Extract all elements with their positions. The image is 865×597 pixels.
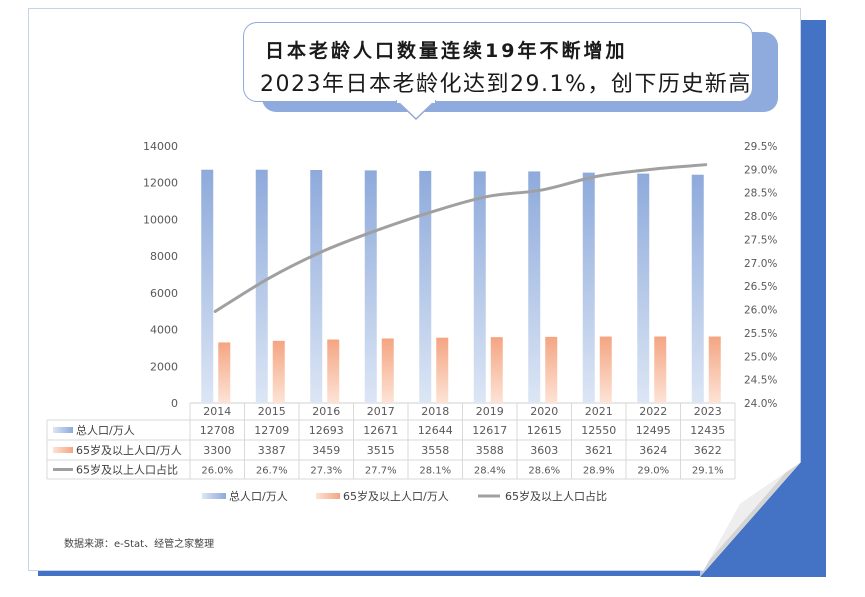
y-right-tick: 27.0% xyxy=(744,258,777,270)
table-series-name: 总人口/万人 xyxy=(76,423,135,437)
table-cell-value: 3624 xyxy=(639,444,667,457)
bar-total-population xyxy=(201,169,214,403)
bar-total-population xyxy=(364,170,377,403)
x-tick-label: 2021 xyxy=(585,405,613,418)
table-cell-value: 3603 xyxy=(530,444,558,457)
table-cell-value: 29.0% xyxy=(637,466,669,477)
bar-total-population xyxy=(419,170,432,403)
table-cell-value: 3300 xyxy=(203,444,231,457)
y-right-tick: 28.0% xyxy=(744,211,777,223)
table-cell-value: 29.1% xyxy=(692,466,724,477)
bar-elderly-population xyxy=(327,339,340,403)
y-right-tick: 26.0% xyxy=(744,305,777,317)
table-cell-value: 28.9% xyxy=(583,466,615,477)
headline-bubble xyxy=(243,22,753,102)
table-cell-value: 28.6% xyxy=(528,466,560,477)
y-right-tick: 29.5% xyxy=(744,141,777,153)
legend-swatch xyxy=(202,493,226,499)
legend-swatch xyxy=(316,493,340,499)
x-tick-label: 2023 xyxy=(694,405,722,418)
headline-line-1: 日本老龄人口数量连续19年不断增加 xyxy=(265,40,628,62)
y-left-tick: 6000 xyxy=(150,287,178,300)
y-left-tick: 14000 xyxy=(143,140,178,153)
y-right-tick: 28.5% xyxy=(744,188,777,200)
table-cell-value: 12617 xyxy=(472,424,507,437)
table-cell-value: 3588 xyxy=(476,444,504,457)
table-cell-value: 3515 xyxy=(367,444,395,457)
table-cell-value: 28.4% xyxy=(474,466,506,477)
x-tick-label: 2018 xyxy=(421,405,449,418)
bar-total-population xyxy=(582,172,595,403)
y-right-tick: 25.5% xyxy=(744,328,777,340)
table-series-key xyxy=(53,427,73,433)
bar-total-population xyxy=(528,171,541,403)
y-right-tick: 24.5% xyxy=(744,375,777,387)
table-cell-value: 12615 xyxy=(527,424,562,437)
table-cell-value: 27.3% xyxy=(310,466,342,477)
x-tick-label: 2016 xyxy=(312,405,340,418)
y-left-tick: 2000 xyxy=(150,360,178,373)
y-left-tick: 12000 xyxy=(143,177,178,190)
bar-elderly-population xyxy=(272,340,285,403)
bar-elderly-population xyxy=(545,336,558,403)
bar-elderly-population xyxy=(381,338,394,403)
table-cell-value: 26.0% xyxy=(201,466,233,477)
y-left-tick: 0 xyxy=(171,397,178,410)
table-cell-value: 12644 xyxy=(418,424,453,437)
y-right-tick: 24.0% xyxy=(744,398,777,410)
table-cell-value: 12671 xyxy=(363,424,398,437)
bar-elderly-population xyxy=(654,336,667,403)
bar-elderly-population xyxy=(708,336,721,403)
table-cell-value: 3459 xyxy=(312,444,340,457)
bar-total-population xyxy=(637,173,650,403)
table-cell-value: 12495 xyxy=(636,424,671,437)
table-cell-value: 3558 xyxy=(421,444,449,457)
table-series-key xyxy=(53,447,73,453)
bar-total-population xyxy=(310,169,323,403)
x-tick-label: 2015 xyxy=(258,405,286,418)
table-cell-value: 12709 xyxy=(254,424,289,437)
source-note: 数据来源：e-Stat、经管之家整理 xyxy=(64,539,215,550)
bar-elderly-population xyxy=(599,336,612,403)
y-right-tick: 27.5% xyxy=(744,234,777,246)
page-curl xyxy=(700,462,826,577)
x-tick-label: 2014 xyxy=(203,405,231,418)
legend-label: 65岁及以上人口占比 xyxy=(505,489,607,503)
table-cell-value: 27.7% xyxy=(365,466,397,477)
bar-elderly-population xyxy=(218,342,231,403)
bar-total-population xyxy=(473,171,486,403)
x-tick-label: 2022 xyxy=(639,405,667,418)
bar-elderly-population xyxy=(436,337,449,403)
table-cell-value: 28.1% xyxy=(419,466,451,477)
y-right-tick: 29.0% xyxy=(744,164,777,176)
headline-bubble-tail xyxy=(396,100,436,120)
table-series-name: 65岁及以上人口/万人 xyxy=(76,443,182,457)
x-tick-label: 2019 xyxy=(476,405,504,418)
table-cell-value: 12550 xyxy=(581,424,616,437)
y-left-tick: 8000 xyxy=(150,250,178,263)
y-right-tick: 25.0% xyxy=(744,351,777,363)
table-cell-value: 12693 xyxy=(309,424,344,437)
x-tick-label: 2020 xyxy=(530,405,558,418)
y-left-tick: 4000 xyxy=(150,324,178,337)
bar-elderly-population xyxy=(490,337,503,403)
bar-total-population xyxy=(691,174,704,403)
table-cell-value: 3621 xyxy=(585,444,613,457)
bar-total-population xyxy=(255,169,268,403)
table-cell-value: 12435 xyxy=(690,424,725,437)
table-cell-value: 26.7% xyxy=(256,466,288,477)
y-left-tick: 10000 xyxy=(143,213,178,226)
table-cell-value: 3387 xyxy=(258,444,286,457)
y-right-tick: 26.5% xyxy=(744,281,777,293)
x-tick-label: 2017 xyxy=(367,405,395,418)
table-cell-value: 3622 xyxy=(694,444,722,457)
table-series-name: 65岁及以上人口占比 xyxy=(76,463,178,477)
table-cell-value: 12708 xyxy=(200,424,235,437)
headline-line-2: 2023年日本老龄化达到29.1%，创下历史新高 xyxy=(260,72,752,97)
legend-label: 总人口/万人 xyxy=(229,489,288,503)
line-elderly-share xyxy=(213,163,708,313)
legend-label: 65岁及以上人口/万人 xyxy=(343,489,449,503)
